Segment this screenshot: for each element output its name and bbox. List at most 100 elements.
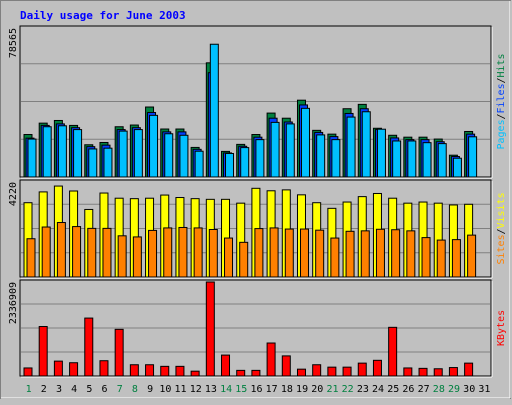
bar-sites: [239, 241, 249, 278]
bar-pages: [179, 134, 189, 178]
bar-kbytes: [403, 367, 413, 377]
y-max-label: 2336909: [8, 282, 19, 324]
x-tick-label: 13: [205, 384, 217, 395]
bar-sites: [406, 230, 416, 278]
bar-sites: [375, 228, 385, 278]
x-tick-label: 21: [326, 384, 338, 395]
bar-kbytes: [342, 366, 352, 377]
bar-pages: [240, 147, 250, 178]
bar-kbytes: [296, 368, 306, 377]
bar-pages: [361, 111, 371, 178]
bar-sites: [132, 236, 142, 278]
x-tick-label: 18: [281, 384, 293, 395]
bar-sites: [102, 227, 112, 278]
bar-kbytes: [327, 366, 337, 377]
bar-pages: [437, 143, 447, 178]
bar-kbytes: [175, 365, 185, 377]
bar-pages: [57, 125, 67, 178]
bar-kbytes: [448, 367, 458, 377]
legend-hits: Hits: [496, 53, 507, 77]
y-max-label: 78565: [8, 28, 19, 58]
bar-sites: [299, 228, 309, 278]
bar-kbytes: [433, 368, 443, 377]
legend-separator: /: [496, 228, 507, 234]
bar-sites: [421, 237, 431, 278]
bar-kbytes: [145, 364, 155, 377]
x-tick-label: 22: [342, 384, 354, 395]
bar-pages: [468, 136, 478, 178]
x-tick-label: 24: [372, 384, 384, 395]
bar-pages: [209, 43, 219, 178]
bar-kbytes: [23, 367, 33, 377]
bar-kbytes: [205, 281, 215, 377]
legend-separator: /: [496, 113, 507, 119]
bar-kbytes: [251, 369, 261, 377]
x-tick-label: 26: [402, 384, 414, 395]
bar-sites: [41, 226, 51, 278]
bar-sites: [330, 237, 340, 278]
x-tick-label: 10: [159, 384, 171, 395]
x-tick-label: 16: [250, 384, 262, 395]
x-tick-label: 31: [478, 384, 490, 395]
x-tick-label: 27: [418, 384, 430, 395]
bar-pages: [194, 150, 204, 178]
bar-kbytes: [38, 326, 48, 377]
bar-sites: [117, 235, 127, 278]
bar-sites: [436, 239, 446, 278]
bar-sites: [315, 229, 325, 278]
bar-pages: [422, 142, 432, 178]
bar-kbytes: [372, 359, 382, 377]
bar-sites: [178, 226, 188, 278]
x-tick-label: 8: [132, 384, 138, 395]
bar-sites: [87, 227, 97, 278]
bar-pages: [346, 116, 356, 178]
bar-pages: [407, 140, 417, 178]
chart-title: Daily usage for June 2003: [20, 9, 186, 22]
x-tick-label: 11: [175, 384, 187, 395]
bar-pages: [285, 123, 295, 178]
bar-kbytes: [221, 354, 231, 377]
bar-sites: [467, 234, 477, 278]
x-tick-label: 30: [463, 384, 475, 395]
bar-sites: [345, 230, 355, 278]
bar-pages: [118, 130, 128, 178]
bar-kbytes: [160, 365, 170, 377]
bar-sites: [208, 229, 218, 278]
x-tick-label: 4: [71, 384, 77, 395]
x-tick-label: 17: [266, 384, 278, 395]
bar-pages: [103, 147, 113, 178]
bar-kbytes: [388, 326, 398, 377]
bar-pages: [42, 126, 52, 178]
bar-pages: [88, 148, 98, 178]
bar-sites: [72, 226, 82, 278]
x-tick-label: 5: [86, 384, 92, 395]
bar-pages: [73, 129, 83, 178]
bar-sites: [451, 239, 461, 278]
bar-sites: [163, 227, 173, 278]
legend-files: Files: [496, 83, 507, 113]
bar-sites: [193, 227, 203, 278]
bar-pages: [331, 139, 341, 178]
bar-pages: [225, 152, 235, 178]
bar-sites: [391, 229, 401, 278]
bar-sites: [284, 228, 294, 278]
bar-kbytes: [418, 367, 428, 377]
x-tick-label: 23: [357, 384, 369, 395]
x-tick-label: 6: [102, 384, 108, 395]
bar-pages: [255, 139, 265, 178]
bar-kbytes: [53, 360, 63, 377]
bar-kbytes: [114, 328, 124, 377]
x-tick-label: 2: [41, 384, 47, 395]
bar-kbytes: [266, 342, 276, 377]
x-tick-label: 3: [56, 384, 62, 395]
x-tick-label: 25: [387, 384, 399, 395]
legend-sites: Sites: [496, 234, 507, 264]
bar-sites: [148, 229, 158, 278]
bar-kbytes: [190, 370, 200, 377]
bar-kbytes: [312, 364, 322, 377]
x-tick-label: 15: [235, 384, 247, 395]
x-tick-label: 9: [147, 384, 153, 395]
bar-kbytes: [69, 362, 79, 377]
